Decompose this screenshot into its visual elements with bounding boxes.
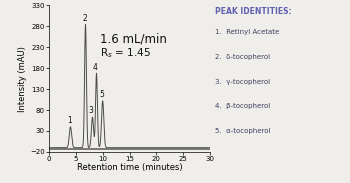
Text: 4: 4 [92, 63, 97, 72]
Text: R$_s$ = 1.45: R$_s$ = 1.45 [100, 46, 151, 60]
Text: 4.  β-tocopherol: 4. β-tocopherol [215, 103, 271, 109]
Text: PEAK IDENTITIES:: PEAK IDENTITIES: [215, 7, 292, 16]
Text: 2.  δ-tocopherol: 2. δ-tocopherol [215, 54, 270, 60]
Text: 2: 2 [83, 14, 88, 23]
Text: 1.  Retinyl Acetate: 1. Retinyl Acetate [215, 29, 280, 35]
Text: 3.  γ-tocopherol: 3. γ-tocopherol [215, 79, 270, 85]
Text: 5: 5 [99, 90, 104, 99]
Text: 1: 1 [67, 116, 71, 125]
Y-axis label: Intensity (mAU): Intensity (mAU) [18, 46, 27, 112]
Text: 5.  α-tocopherol: 5. α-tocopherol [215, 128, 271, 134]
Text: 1.6 mL/min: 1.6 mL/min [100, 33, 167, 46]
X-axis label: Retention time (minutes): Retention time (minutes) [77, 163, 182, 172]
Text: 3: 3 [89, 107, 93, 115]
